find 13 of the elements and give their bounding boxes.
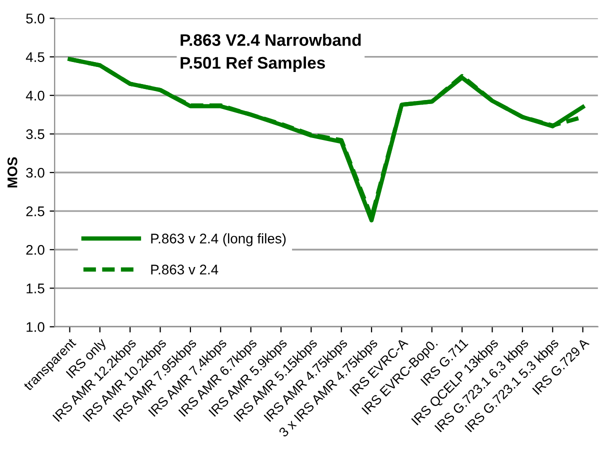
legend-label: P.863 v 2.4 <box>151 264 218 274</box>
text: P.863 V2.4 Narrowband P.501 Ref Samples <box>180 34 361 72</box>
y-tick-label: 2.5 <box>26 206 44 216</box>
y-tick-label: 3.5 <box>26 129 44 140</box>
y-tick-label: 2.0 <box>26 244 44 255</box>
y-tick-label: 1.0 <box>26 322 44 332</box>
y-tick-label: 5.0 <box>26 14 44 24</box>
y-tick-label: 4.5 <box>26 52 44 62</box>
legend-label: P.863 v 2.4 (long files) <box>151 233 286 246</box>
y-axis-title: MOS <box>7 157 18 188</box>
y-tick-label: 4.0 <box>26 90 44 101</box>
y-tick-label: 1.5 <box>26 284 44 294</box>
y-tick-label: 3.0 <box>26 168 44 178</box>
